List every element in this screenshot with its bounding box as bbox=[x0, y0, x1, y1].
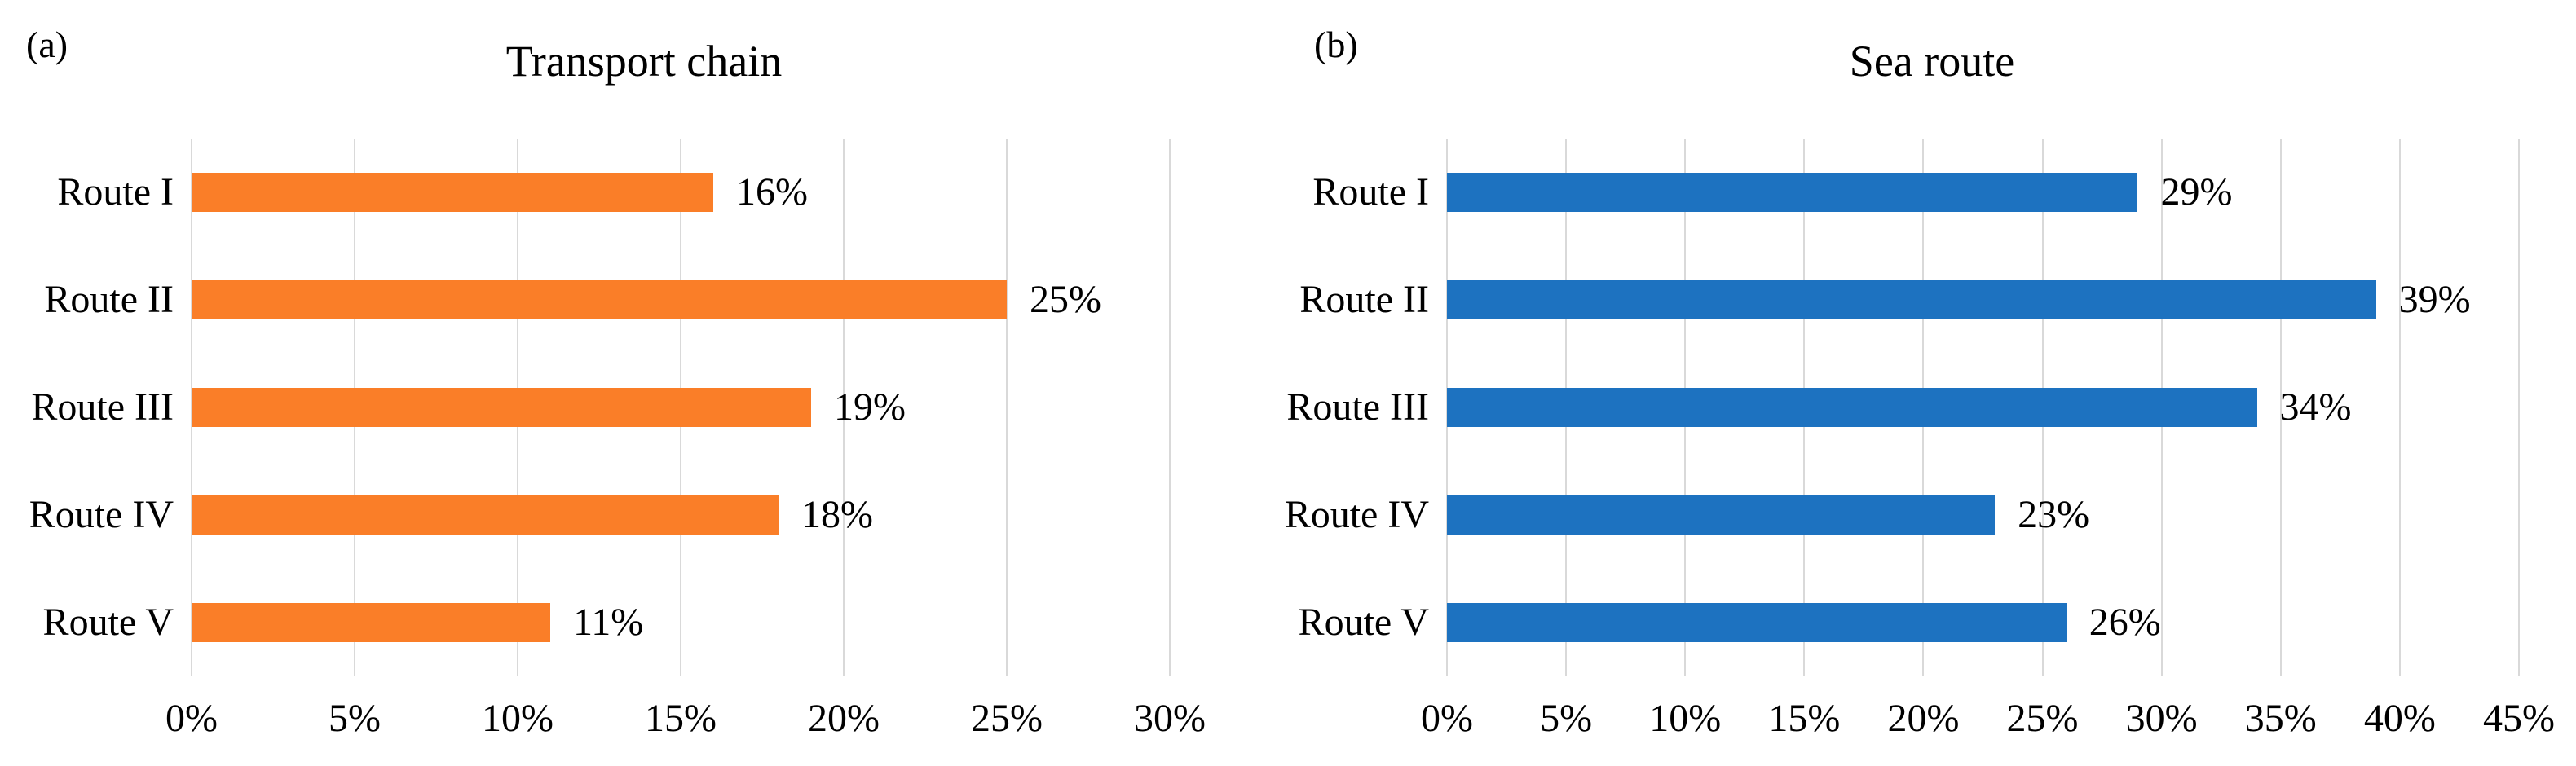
value-label: 29% bbox=[2160, 170, 2233, 214]
x-axis-tick-label: 45% bbox=[2483, 697, 2555, 740]
category-label: Route II bbox=[44, 278, 174, 321]
x-axis-tick-label: 30% bbox=[1134, 697, 1206, 740]
x-axis-tick-label: 15% bbox=[1768, 697, 1841, 740]
bar bbox=[1447, 280, 2376, 319]
bar bbox=[1447, 495, 1996, 535]
bar-row: Route V 26% bbox=[1299, 569, 2519, 676]
category-label: Route I bbox=[1312, 170, 1429, 214]
value-label: 16% bbox=[735, 170, 808, 214]
plot-area-transport-chain: 0% 5% 10% 15% 20% 25% 30% Route I 16% Route II 25%… bbox=[29, 139, 1206, 738]
value-label: 23% bbox=[2018, 493, 2090, 536]
value-label: 25% bbox=[1030, 278, 1101, 321]
x-axis-tick-label: 5% bbox=[329, 697, 381, 740]
bar bbox=[1447, 388, 2257, 427]
category-label: Route III bbox=[31, 385, 174, 429]
x-axis-tick-label: 20% bbox=[1887, 697, 1960, 740]
x-axis-tick-label: 0% bbox=[1421, 697, 1473, 740]
value-label: 19% bbox=[834, 385, 906, 429]
bar bbox=[192, 603, 550, 642]
category-label: Route III bbox=[1286, 385, 1429, 429]
bar-row: Route I 29% bbox=[1312, 139, 2519, 246]
panel-label-b: (b) bbox=[1314, 24, 1358, 65]
bar-row: Route IV 23% bbox=[1285, 461, 2519, 569]
x-axis-tick-label: 40% bbox=[2363, 697, 2436, 740]
gridline bbox=[2518, 139, 2520, 676]
gridline bbox=[842, 139, 845, 676]
gridline bbox=[1006, 139, 1008, 676]
gridline bbox=[1169, 139, 1171, 676]
bar bbox=[192, 173, 713, 212]
gridline bbox=[2398, 139, 2401, 676]
panel-label-a: (a) bbox=[26, 24, 68, 65]
category-label: Route IV bbox=[1284, 493, 1429, 536]
bar bbox=[192, 388, 811, 427]
value-label: 18% bbox=[801, 493, 873, 536]
chart-title-transport-chain: Transport chain bbox=[505, 37, 783, 86]
category-label: Route IV bbox=[29, 493, 174, 536]
bar-row: Route I 16% bbox=[57, 139, 1170, 246]
bar bbox=[1447, 603, 2067, 642]
bar bbox=[192, 495, 779, 535]
bar bbox=[192, 280, 1007, 319]
category-label: Route I bbox=[57, 170, 174, 214]
category-label: Route V bbox=[1298, 601, 1429, 644]
bar-row: Route IV 18% bbox=[29, 461, 1170, 569]
x-axis-tick-label: 10% bbox=[482, 697, 554, 740]
bar-row: Route III 19% bbox=[31, 354, 1170, 461]
x-axis-tick-label: 25% bbox=[2006, 697, 2079, 740]
x-axis-tick-label: 5% bbox=[1540, 697, 1593, 740]
value-label: 26% bbox=[2089, 601, 2161, 644]
x-axis-tick-label: 35% bbox=[2244, 697, 2317, 740]
value-label: 11% bbox=[573, 601, 644, 644]
x-axis-tick-label: 15% bbox=[645, 697, 717, 740]
bar-row: Route II 25% bbox=[44, 246, 1170, 354]
panel-transport-chain: (a) Transport chain 0% 5% 10% 15% 20% 25% 30% R… bbox=[26, 24, 1206, 738]
panel-sea-route: (b) Sea route 0% 5% 10% 15% 20% 25% 30% 35% 40% 4… bbox=[1285, 0, 2576, 766]
x-axis-tick-label: 25% bbox=[971, 697, 1043, 740]
plot-area-sea-route: 0% 5% 10% 15% 20% 25% 30% 35% 40% 45% Route I 29% Ro… bbox=[1285, 139, 2555, 738]
x-axis-tick-label: 0% bbox=[165, 697, 218, 740]
category-label: Route II bbox=[1299, 278, 1429, 321]
bar-row: Route V 11% bbox=[43, 569, 1170, 676]
value-label: 34% bbox=[2279, 385, 2352, 429]
x-axis-tick-label: 30% bbox=[2125, 697, 2198, 740]
bar-row: Route III 34% bbox=[1286, 354, 2519, 461]
value-label: 39% bbox=[2398, 278, 2471, 321]
bar-row: Route II 39% bbox=[1299, 246, 2519, 354]
gridline bbox=[2279, 139, 2282, 676]
x-axis-tick-label: 10% bbox=[1649, 697, 1722, 740]
chart-title-sea-route: Sea route bbox=[1849, 37, 2015, 86]
x-axis-tick-label: 20% bbox=[808, 697, 880, 740]
category-label: Route V bbox=[42, 601, 174, 644]
bar bbox=[1447, 173, 2138, 212]
